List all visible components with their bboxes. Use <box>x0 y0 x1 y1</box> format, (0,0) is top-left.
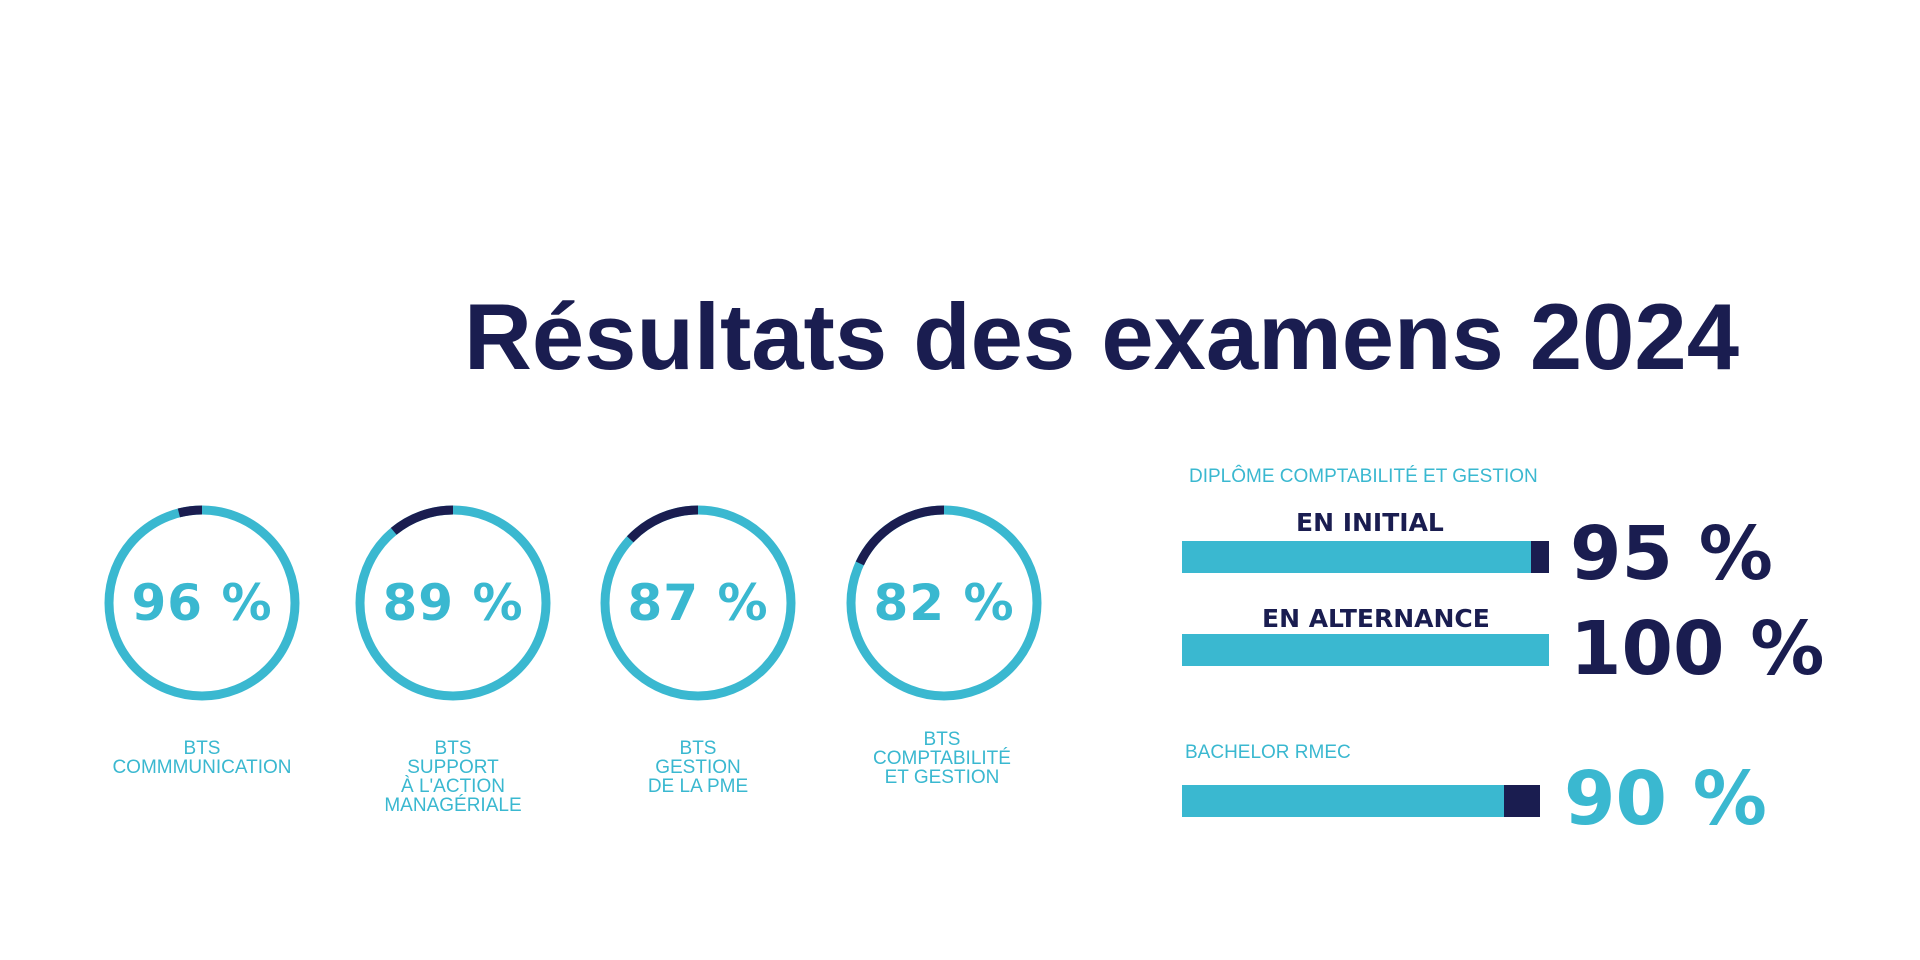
section-title-bachelor: BACHELOR RMEC <box>1185 742 1351 763</box>
label-line: BTS <box>679 738 717 759</box>
bar-label-en-initial: EN INITIAL <box>1296 508 1444 537</box>
label-line: SUPPORT <box>407 757 499 778</box>
donut-value-label: 96 % <box>131 574 273 632</box>
label-line: DE LA PME <box>647 776 749 797</box>
bar-value-en-initial: 95 % <box>1570 511 1773 597</box>
bar-track-en-initial <box>1182 541 1549 573</box>
donut-chart-bts-support: 89 % <box>353 503 553 703</box>
label-line: À L'ACTION <box>401 776 505 797</box>
bar-remainder-bachelor <box>1504 785 1540 817</box>
donut-value-label: 82 % <box>873 574 1015 632</box>
label-line: GESTION <box>655 757 741 778</box>
label-line: MANAGÉRIALE <box>384 795 522 816</box>
donut-graphic <box>355 505 551 701</box>
donut-graphic <box>600 505 796 701</box>
donut-graphic <box>104 505 300 701</box>
donut-category-label: BTS COMMMUNICATION <box>82 739 322 777</box>
bar-remainder-en-initial <box>1531 541 1549 573</box>
page-title: Résultats des examens 2024 <box>464 284 1739 389</box>
donut-graphic <box>846 505 1042 701</box>
ring-remainder-arc <box>390 505 454 535</box>
bar-track-bachelor <box>1182 785 1540 817</box>
bar-track-en-alternance <box>1182 634 1549 666</box>
ring-remainder-arc <box>855 505 945 566</box>
ring-track <box>846 505 1042 701</box>
label-line: BTS <box>183 738 221 759</box>
label-line: COMMMUNICATION <box>112 757 292 778</box>
donut-chart-bts-comptabilite: 82 % <box>844 503 1044 703</box>
label-line: COMPTABILITÉ <box>873 748 1011 769</box>
label-line: ET GESTION <box>884 767 1000 788</box>
section-title-diplome: DIPLÔME COMPTABILITÉ ET GESTION <box>1189 466 1538 487</box>
label-line: BTS <box>434 738 472 759</box>
bar-value-bachelor: 90 % <box>1564 756 1767 842</box>
bar-value-en-alternance: 100 % <box>1570 606 1825 692</box>
donut-category-label: BTS SUPPORT À L'ACTION MANAGÉRIALE <box>333 739 573 815</box>
label-line: BTS <box>923 729 961 750</box>
bar-label-en-alternance: EN ALTERNANCE <box>1262 604 1490 633</box>
ring-remainder-arc <box>626 505 699 543</box>
donut-chart-bts-gestion-pme: 87 % <box>598 503 798 703</box>
donut-value-label: 87 % <box>627 574 769 632</box>
donut-value-label: 89 % <box>382 574 524 632</box>
donut-category-label: BTS COMPTABILITÉ ET GESTION <box>822 730 1062 787</box>
donut-category-label: BTS GESTION DE LA PME <box>578 739 818 796</box>
ring-remainder-arc <box>177 505 203 518</box>
donut-chart-bts-communication: 96 % <box>102 503 302 703</box>
